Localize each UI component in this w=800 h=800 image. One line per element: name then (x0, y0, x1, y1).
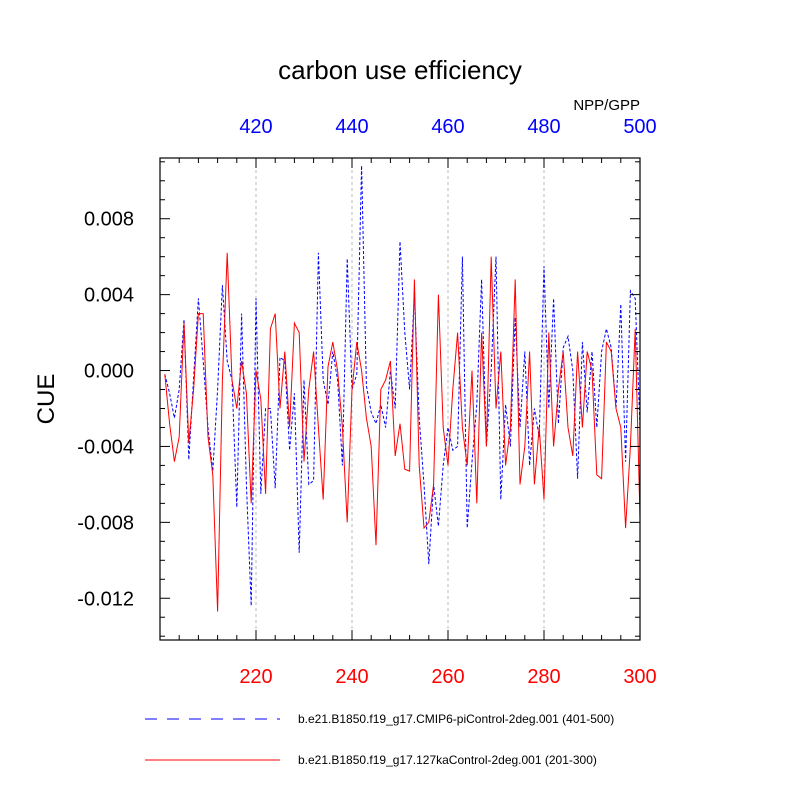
series-line (164, 165, 641, 606)
x-top-tick-label: 420 (239, 116, 272, 138)
y-tick-label: -0.012 (77, 588, 134, 610)
x-bottom-tick-label: 300 (623, 666, 656, 688)
y-tick-label: -0.008 (77, 512, 134, 534)
legend-label: b.e21.B1850.f19_g17.CMIP6-piControl-2deg… (298, 712, 614, 726)
series-layer (164, 165, 641, 612)
plot-frame (159, 157, 641, 641)
y-tick-label: 0.004 (84, 285, 134, 307)
x-top-tick-label: 480 (527, 116, 560, 138)
x-bottom-tick-label: 220 (239, 666, 272, 688)
y-tick-label: -0.004 (77, 436, 134, 458)
axes: -0.012 -0.008 -0.004 0.000 0.004 0.008 220 240 2… (77, 116, 656, 688)
series-line (164, 252, 641, 612)
chart-title: carbon use efficiency (278, 55, 522, 85)
y-tick-label: 0.000 (84, 361, 134, 383)
y-tick-label: 0.008 (84, 209, 134, 231)
x-bottom-tick-label: 280 (527, 666, 560, 688)
x-bottom-tick-label: 240 (335, 666, 368, 688)
legend: b.e21.B1850.f19_g17.CMIP6-piControl-2deg… (145, 712, 614, 767)
legend-label: b.e21.B1850.f19_g17.127kaControl-2deg.00… (298, 753, 597, 767)
x-top-tick-label: 500 (623, 116, 656, 138)
top-right-label: NPP/GPP (573, 97, 640, 114)
x-bottom-tick-label: 260 (431, 666, 464, 688)
x-top-tick-label: 440 (335, 116, 368, 138)
x-top-tick-label: 460 (431, 116, 464, 138)
y-axis-label: CUE (33, 374, 60, 425)
